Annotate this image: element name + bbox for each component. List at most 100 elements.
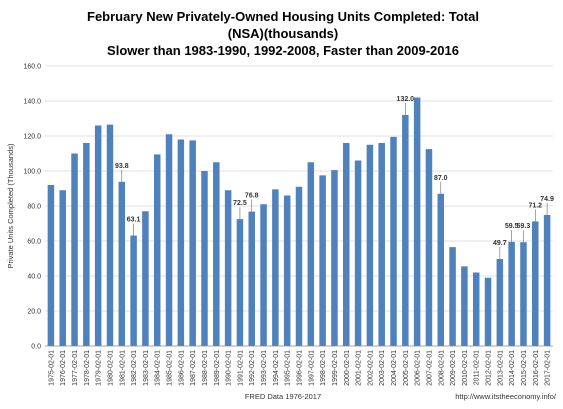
bar-1979-02-01 bbox=[94, 125, 102, 346]
x-tick-label: 2012-02-01 bbox=[486, 350, 493, 386]
x-tick-label: 1998-02-01 bbox=[320, 350, 327, 386]
data-label: 87.0 bbox=[434, 175, 448, 182]
bar-2010-02-01 bbox=[461, 266, 468, 346]
y-tick-label: 60.0 bbox=[27, 239, 41, 246]
bar-1997-02-01 bbox=[307, 162, 315, 346]
bar-2002-02-01 bbox=[366, 144, 374, 346]
bar-1976-02-01 bbox=[59, 190, 66, 346]
bar-1998-02-01 bbox=[319, 175, 326, 346]
x-tick-label: 1994-02-01 bbox=[273, 350, 280, 386]
y-tick-label: 120.0 bbox=[23, 134, 41, 141]
x-tick-label: 1985-02-01 bbox=[167, 350, 174, 386]
data-label: 59.5 bbox=[505, 223, 519, 230]
x-tick-label: 1982-02-01 bbox=[131, 350, 138, 386]
bar-2009-02-01 bbox=[449, 247, 456, 346]
bar-2016-02-01 bbox=[532, 221, 539, 346]
x-axis-tick-labels: 1975-02-01 1976-02-01 1977-02-01 1978-02-01… bbox=[48, 350, 551, 386]
data-label: 74.9 bbox=[540, 196, 554, 203]
x-tick-label: 2001-02-01 bbox=[356, 350, 363, 386]
bar-1989-02-01 bbox=[213, 162, 220, 346]
bar-2005-02-01 bbox=[402, 115, 409, 346]
x-tick-label: 1976-02-01 bbox=[60, 350, 67, 386]
y-tick-label: 20.0 bbox=[27, 309, 41, 316]
data-label: 63.1 bbox=[127, 217, 141, 224]
bar-2001-02-01 bbox=[354, 160, 362, 346]
x-tick-label: 1979-02-01 bbox=[96, 350, 103, 386]
data-labels: 93.8 63.1 72.576.8 132.0 87.0 49.7 59.559.3 71.… bbox=[115, 96, 554, 260]
x-tick-label: 1981-02-01 bbox=[119, 350, 126, 386]
x-tick-label: 2017-02-01 bbox=[545, 350, 552, 386]
chart-title-line-1: February New Privately-Owned Housing Uni… bbox=[87, 9, 479, 24]
x-tick-label: 2015-02-01 bbox=[521, 350, 528, 386]
y-tick-label: 140.0 bbox=[23, 99, 41, 106]
x-tick-label: 1987-02-01 bbox=[190, 350, 197, 386]
bar-1984-02-01 bbox=[153, 154, 161, 346]
bar-1990-02-01 bbox=[224, 190, 232, 346]
x-tick-label: 2005-02-01 bbox=[403, 350, 410, 386]
x-tick-label: 1978-02-01 bbox=[84, 350, 91, 386]
x-tick-label: 1992-02-01 bbox=[249, 350, 256, 386]
bar-1999-02-01 bbox=[331, 170, 338, 346]
x-tick-label: 2010-02-01 bbox=[462, 350, 469, 386]
bar-1978-02-01 bbox=[83, 143, 90, 346]
x-tick-label: 1975-02-01 bbox=[48, 350, 55, 386]
bar-1985-02-01 bbox=[165, 134, 173, 346]
x-tick-label: 1996-02-01 bbox=[297, 350, 304, 386]
bar-1983-02-01 bbox=[142, 211, 149, 346]
bar-1980-02-01 bbox=[106, 124, 114, 346]
x-tick-label: 1984-02-01 bbox=[155, 350, 162, 386]
x-tick-label: 1991-02-01 bbox=[237, 350, 244, 386]
x-tick-label: 2009-02-01 bbox=[450, 350, 457, 386]
data-label: 132.0 bbox=[397, 96, 415, 103]
x-tick-label: 2006-02-01 bbox=[415, 350, 422, 386]
data-label: 59.3 bbox=[517, 223, 531, 230]
data-label: 49.7 bbox=[493, 240, 507, 247]
x-tick-label: 2013-02-01 bbox=[497, 350, 504, 386]
x-tick-label: 1990-02-01 bbox=[226, 350, 233, 386]
bar-2011-02-01 bbox=[472, 272, 480, 346]
bar-2015-02-01 bbox=[520, 242, 527, 346]
bar-1991-02-01 bbox=[236, 219, 244, 346]
chart-title-line-2: (NSA)(thousands) bbox=[228, 26, 339, 41]
x-tick-label: 2014-02-01 bbox=[509, 350, 516, 386]
data-label: 76.8 bbox=[245, 193, 259, 200]
y-tick-label: 160.0 bbox=[23, 64, 41, 71]
x-tick-label: 2007-02-01 bbox=[426, 350, 433, 386]
bar-1986-02-01 bbox=[177, 139, 185, 346]
bar-1981-02-01 bbox=[118, 181, 126, 346]
bar-2008-02-01 bbox=[437, 193, 445, 346]
y-axis-label: Private Units Completed (Thousands) bbox=[6, 143, 15, 269]
x-tick-label: 2004-02-01 bbox=[391, 350, 398, 386]
bar-1993-02-01 bbox=[260, 204, 267, 346]
x-tick-label: 1997-02-01 bbox=[308, 350, 315, 386]
x-tick-label: 1989-02-01 bbox=[214, 350, 221, 386]
x-tick-label: 1988-02-01 bbox=[202, 350, 209, 386]
bar-2012-02-01 bbox=[484, 277, 492, 346]
x-tick-label: 1986-02-01 bbox=[178, 350, 185, 386]
x-tick-label: 2008-02-01 bbox=[438, 350, 445, 386]
data-label: 71.2 bbox=[528, 202, 542, 209]
bar-1987-02-01 bbox=[189, 140, 196, 346]
bar-2003-02-01 bbox=[378, 143, 385, 346]
bar-1994-02-01 bbox=[272, 189, 279, 346]
bars bbox=[47, 97, 551, 346]
y-tick-label: 100.0 bbox=[23, 169, 41, 176]
bar-2000-02-01 bbox=[343, 143, 350, 346]
y-tick-label: 40.0 bbox=[27, 274, 41, 281]
source-note: http://www.itstheeconomy.info/ bbox=[455, 392, 557, 401]
bar-2014-02-01 bbox=[508, 241, 515, 346]
x-tick-label: 1983-02-01 bbox=[143, 350, 150, 386]
x-tick-label: 2011-02-01 bbox=[474, 350, 481, 385]
x-tick-label: 2016-02-01 bbox=[533, 350, 540, 386]
x-tick-label: 1999-02-01 bbox=[332, 350, 339, 386]
data-label: 72.5 bbox=[233, 200, 247, 207]
x-axis-label: FRED Data 1976-2017 bbox=[245, 392, 321, 401]
data-label: 93.8 bbox=[115, 163, 129, 170]
bar-1975-02-01 bbox=[47, 185, 55, 346]
bar-2004-02-01 bbox=[390, 136, 397, 346]
y-axis-tick-labels: 0.0 20.0 40.0 60.0 80.0 100.0 120.0 140.0 160.0 bbox=[23, 64, 41, 351]
bar-2013-02-01 bbox=[496, 259, 504, 346]
bar-1988-02-01 bbox=[201, 171, 208, 346]
x-tick-label: 1993-02-01 bbox=[261, 350, 268, 386]
